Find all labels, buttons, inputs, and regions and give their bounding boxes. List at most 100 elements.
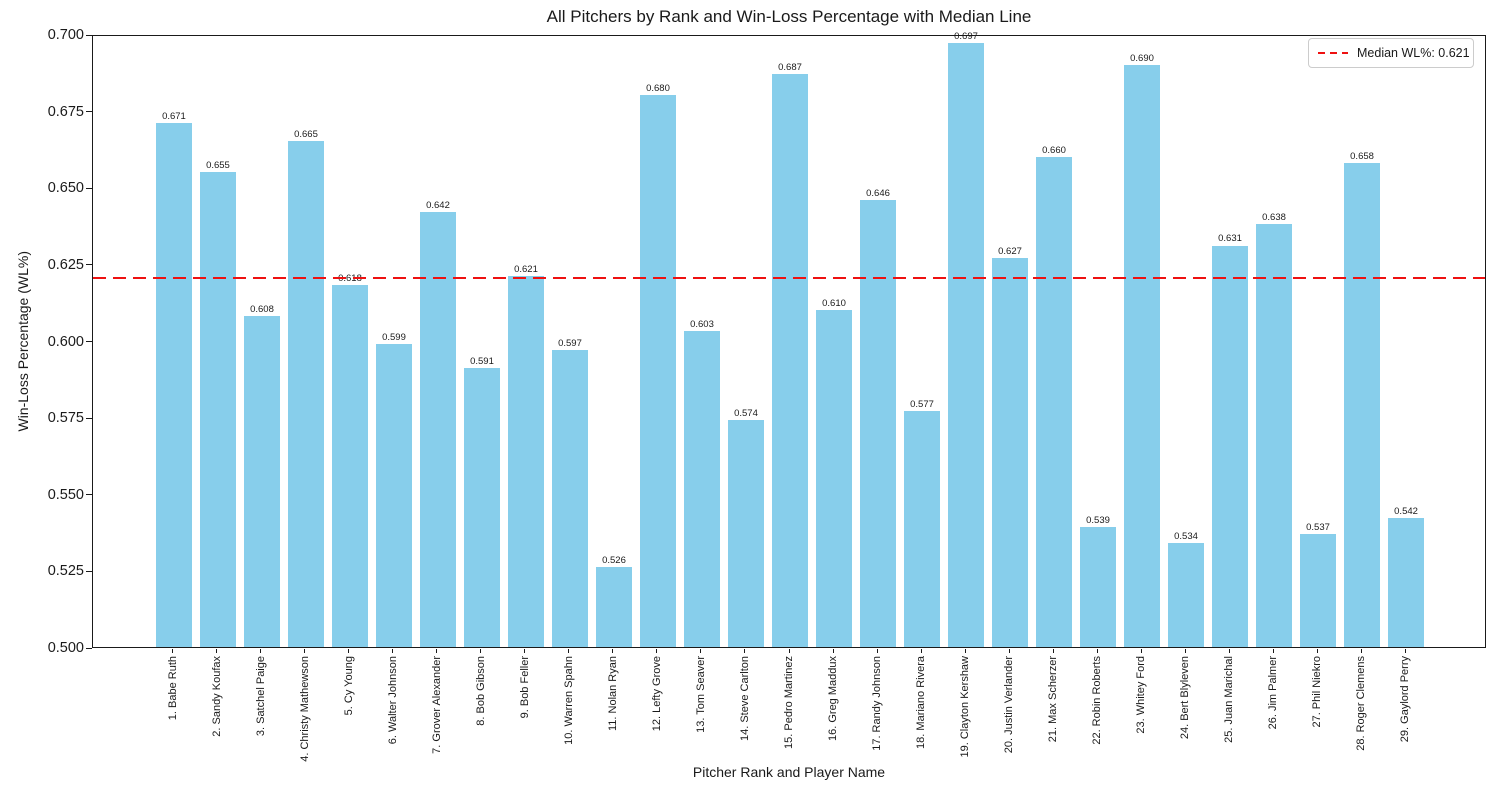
x-tick-label-text: 13. Tom Seaver [694,656,707,733]
x-tick-label: 7. Grover Alexander [429,656,445,754]
x-tick-label-text: 15. Pedro Martinez [783,656,795,749]
x-tick-mark [260,649,262,653]
x-tick-mark [172,649,174,653]
bar [508,276,544,647]
y-tick-mark [86,187,92,189]
x-tick-label-text: 6. Walter Johnson [386,656,399,745]
x-tick-mark [480,649,482,653]
x-tick-label: 24. Bert Blyleven [1177,656,1193,739]
y-tick-label: 0.700 [47,27,84,43]
x-tick-mark [348,649,350,653]
bar-value-label: 0.591 [470,356,494,368]
bar-value-label: 0.690 [1130,52,1154,64]
bar-value-label: 0.621 [514,264,538,276]
bar-value-label: 0.539 [1086,515,1110,527]
bar [772,73,808,647]
x-tick-label-text: 12. Lefty Grove [650,656,663,732]
bar-value-label: 0.671 [162,110,186,122]
bar-value-label: 0.631 [1218,233,1242,245]
bar [376,343,412,647]
bar-value-label: 0.697 [954,31,978,43]
x-tick-mark [876,649,878,653]
bar [948,43,984,647]
x-tick-label-text: 29. Gaylord Perry [1399,656,1412,743]
x-tick-mark [1272,649,1274,653]
x-tick-label-text: 19. Clayton Kershaw [959,656,971,758]
bar-value-label: 0.597 [558,337,582,349]
x-tick-mark [656,649,658,653]
bar [1256,224,1292,647]
bar [640,95,676,647]
x-tick-label: 15. Pedro Martinez [781,656,797,749]
x-tick-label-text: 1. Babe Ruth [166,656,179,721]
bar-value-label: 0.526 [602,555,626,567]
x-tick-label: 26. Jim Palmer [1265,656,1281,729]
x-tick-label-text: 7. Grover Alexander [430,656,443,754]
bar [464,368,500,647]
x-tick-label: 20. Justin Verlander [1001,656,1017,753]
bar [596,567,632,647]
x-tick-label: 12. Lefty Grove [649,656,665,731]
x-tick-label: 10. Warren Spahn [561,656,577,745]
x-tick-label-text: 10. Warren Spahn [562,656,575,745]
y-tick-mark [86,264,92,266]
bar [200,171,236,647]
x-tick-label-text: 5. Cy Young [342,656,355,716]
x-tick-label-text: 20. Justin Verlander [1003,656,1015,754]
x-tick-label-text: 26. Jim Palmer [1267,656,1280,730]
x-tick-mark [744,649,746,653]
x-tick-label: 2. Sandy Koufax [209,656,225,737]
x-tick-label: 25. Juan Marichal [1221,656,1237,743]
x-tick-label: 14. Steve Carlton [737,656,753,741]
bar-value-label: 0.534 [1174,530,1198,542]
x-tick-label: 8. Bob Gibson [473,656,489,726]
y-tick-mark [86,417,92,419]
bar-value-label: 0.603 [690,319,714,331]
x-tick-label: 28. Roger Clemens [1353,656,1369,751]
bar [552,349,588,647]
y-tick-label: 0.575 [47,410,84,427]
y-tick-label: 0.650 [47,180,84,197]
bar [992,257,1028,647]
x-tick-mark [1316,649,1318,653]
x-tick-label: 3. Satchel Paige [253,656,269,736]
x-tick-label-text: 21. Max Scherzer [1047,656,1059,743]
bar [816,309,852,647]
bar [728,420,764,647]
legend: Median WL%: 0.621 [1308,38,1474,68]
bar-value-label: 0.665 [294,129,318,141]
bar [288,141,324,647]
bar-value-label: 0.577 [910,398,934,410]
x-tick-label-text: 16. Greg Maddux [827,656,839,741]
y-tick-mark [86,570,92,572]
bar-value-label: 0.655 [206,159,230,171]
bar [1388,518,1424,647]
plot-area: 0.671 0.655 0.608 0.665 0.618 0.599 0.642 0.591… [92,31,1486,648]
x-tick-label: 11. Nolan Ryan [605,656,621,731]
bar [1124,64,1160,647]
bar-value-label: 0.660 [1042,144,1066,156]
bar [904,411,940,647]
x-tick-label: 4. Christy Mathewson [297,656,313,762]
bar-value-label: 0.642 [426,199,450,211]
x-tick-label-text: 18. Mariano Rivera [915,656,927,749]
x-tick-mark [1140,649,1142,653]
x-tick-mark [832,649,834,653]
x-tick-label-text: 25. Juan Marichal [1223,656,1236,743]
bar [684,331,720,647]
bar-value-label: 0.574 [734,408,758,420]
x-tick-label: 9. Bob Feller [517,656,533,718]
x-tick-label: 19. Clayton Kershaw [957,656,973,758]
median-line [93,277,1485,280]
x-tick-mark [216,649,218,653]
bar [1036,156,1072,647]
x-tick-label: 5. Cy Young [341,656,357,715]
x-tick-mark [612,649,614,653]
x-tick-label-text: 22. Robin Roberts [1091,656,1104,745]
x-tick-mark [304,649,306,653]
y-tick-label: 0.550 [47,486,84,503]
x-tick-mark [788,649,790,653]
y-tick-label: 0.525 [47,563,84,580]
x-tick-mark [1360,649,1362,653]
